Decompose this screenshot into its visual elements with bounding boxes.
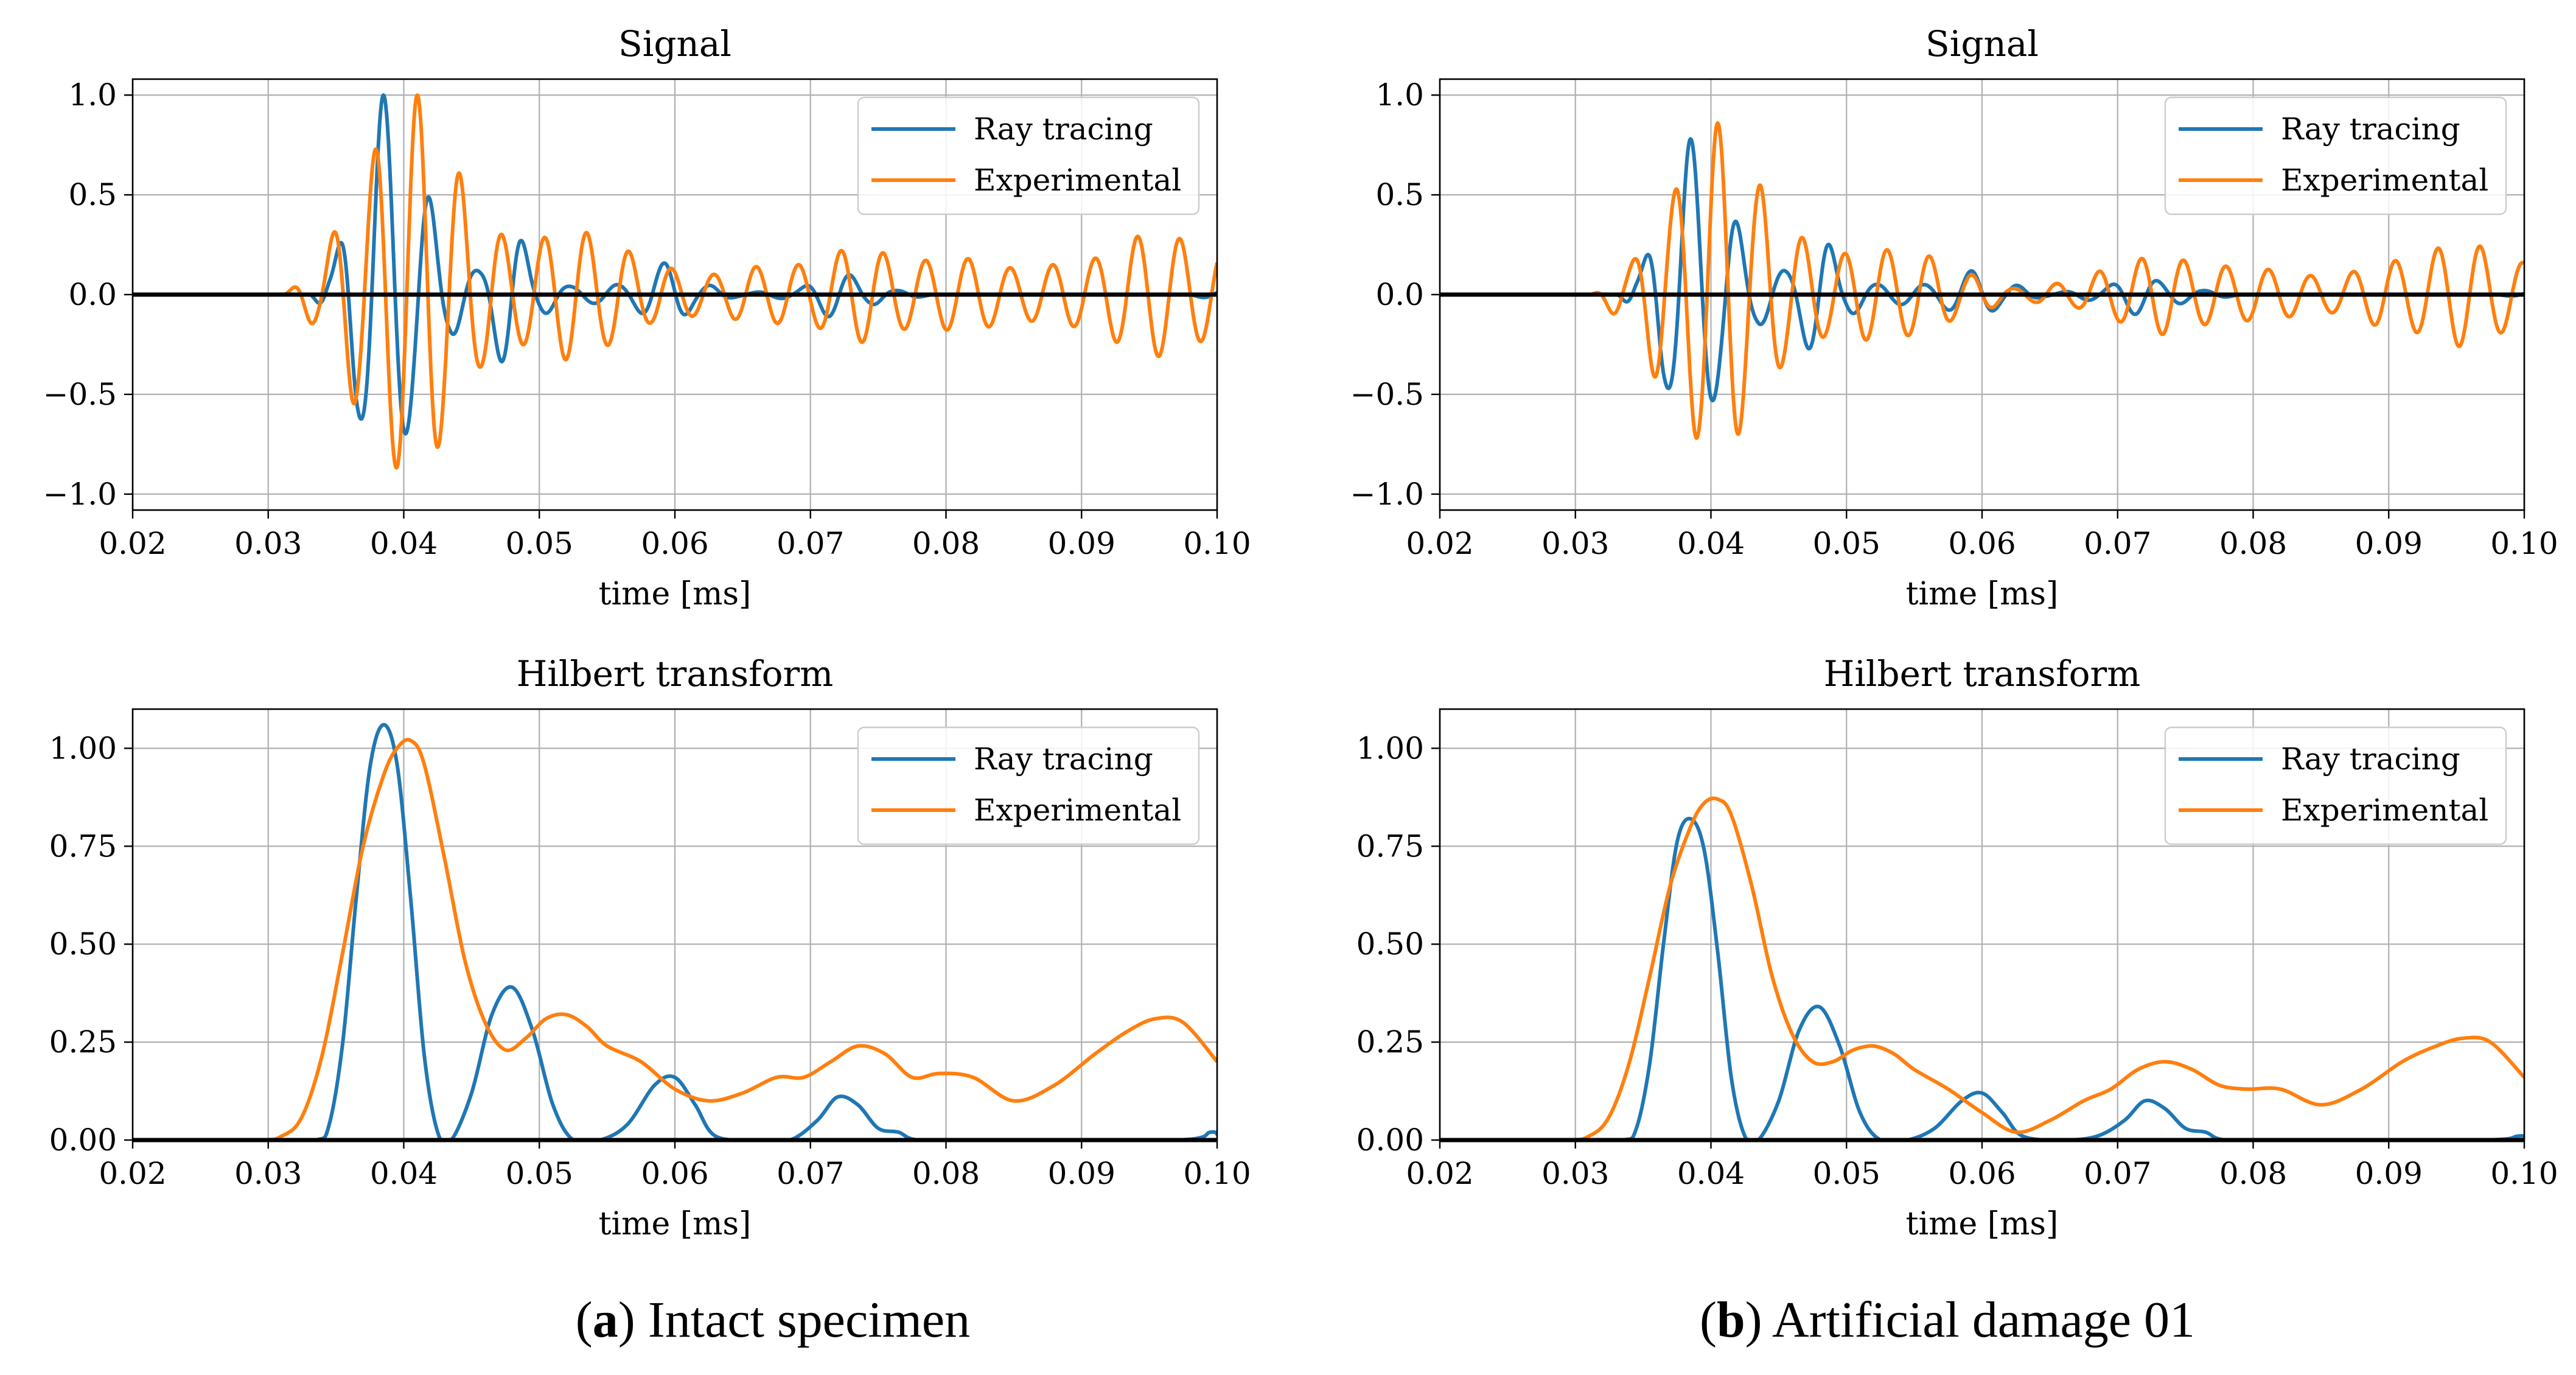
x-tick-label: 0.03 xyxy=(234,526,302,561)
chart-b-hilbert: 0.02 0.03 0.04 0.05 0.06 0.07 0.08 0.09 0.10 0.00… xyxy=(1356,653,2558,1242)
x-tick-label: 0.05 xyxy=(1813,526,1880,561)
x-tick-label: 0.06 xyxy=(1948,526,2016,561)
series-line-experimental xyxy=(133,93,1217,470)
y-tick-label: 0.0 xyxy=(68,277,117,312)
y-tick-label: 0.5 xyxy=(1375,177,1424,212)
x-tick-label: 0.10 xyxy=(2490,526,2558,561)
series-line-experimental xyxy=(133,738,1217,1140)
legend-box xyxy=(857,726,1200,845)
x-tick-label: 0.06 xyxy=(641,526,708,561)
caption-a-letter: a xyxy=(592,1292,618,1348)
x-tick-label: 0.03 xyxy=(1541,1156,1609,1191)
y-tick-label: 0.00 xyxy=(49,1122,117,1158)
y-tick-label: 0.50 xyxy=(49,926,117,962)
x-tick-label: 0.08 xyxy=(2219,526,2287,561)
legend-label-experimental: Experimental xyxy=(974,163,1181,198)
chart-a-signal: 0.02 0.03 0.04 0.05 0.06 0.07 0.08 0.09 0.10 −1.0… xyxy=(43,23,1251,612)
y-tick-label: 0.25 xyxy=(1356,1024,1424,1060)
x-tick-label: 0.09 xyxy=(1048,526,1115,561)
series-group xyxy=(133,722,1217,1140)
caption-a-open: ( xyxy=(575,1292,593,1348)
series-group xyxy=(1440,796,2524,1140)
legend: Ray tracing Experimental xyxy=(2164,726,2507,845)
x-tick-label: 0.02 xyxy=(1406,1156,1473,1191)
x-tick-label: 0.09 xyxy=(1048,1156,1115,1191)
y-tick-label: 0.75 xyxy=(49,828,117,864)
x-tick-label: 0.05 xyxy=(506,526,573,561)
x-tick-label: 0.05 xyxy=(1813,1156,1880,1191)
x-tick-label: 0.07 xyxy=(2084,1156,2151,1191)
chart-title: Hilbert transform xyxy=(1824,653,2140,694)
y-tick-label: 1.0 xyxy=(1375,77,1424,113)
x-tick-label: 0.10 xyxy=(2490,1156,2558,1191)
y-tick-label: 0.25 xyxy=(49,1024,117,1060)
legend: Ray tracing Experimental xyxy=(2164,96,2507,215)
legend-label-experimental: Experimental xyxy=(2281,792,2488,828)
series-line-experimental xyxy=(1440,796,2524,1140)
legend-box xyxy=(2164,96,2507,215)
x-tick-label: 0.09 xyxy=(2355,526,2423,561)
x-tick-label: 0.06 xyxy=(641,1156,708,1191)
x-tick-label: 0.05 xyxy=(506,1156,573,1191)
x-tick-label: 0.07 xyxy=(777,1156,844,1191)
y-tick-label: 0.75 xyxy=(1356,828,1424,864)
x-tick-label: 0.02 xyxy=(99,1156,166,1191)
x-tick-label: 0.03 xyxy=(1541,526,1609,561)
legend-box xyxy=(857,96,1200,215)
caption-b-letter: b xyxy=(1716,1292,1745,1348)
legend-label-experimental: Experimental xyxy=(2281,163,2488,198)
caption-a-text: ) Intact specimen xyxy=(618,1292,971,1348)
legend: Ray tracing Experimental xyxy=(857,96,1200,215)
x-tick-label: 0.07 xyxy=(777,526,844,561)
x-tick-label: 0.04 xyxy=(370,526,438,561)
y-tick-label: 0.5 xyxy=(68,177,117,212)
legend: Ray tracing Experimental xyxy=(857,726,1200,845)
caption-b: (b) Artificial damage 01 xyxy=(1643,1290,2252,1349)
chart-title: Hilbert transform xyxy=(517,653,833,694)
x-axis-label: time [ms] xyxy=(1906,1206,2059,1242)
x-tick-label: 0.10 xyxy=(1183,526,1251,561)
x-tick-label: 0.02 xyxy=(99,526,166,561)
x-tick-label: 0.08 xyxy=(912,1156,980,1191)
x-tick-label: 0.07 xyxy=(2084,526,2151,561)
x-tick-label: 0.10 xyxy=(1183,1156,1251,1191)
x-tick-label: 0.09 xyxy=(2355,1156,2423,1191)
x-tick-label: 0.06 xyxy=(1948,1156,2016,1191)
y-tick-label: 0.0 xyxy=(1375,277,1424,312)
chart-b-signal: 0.02 0.03 0.04 0.05 0.06 0.07 0.08 0.09 0.10 −1.0… xyxy=(1350,23,2558,612)
y-tick-label: 1.00 xyxy=(1356,730,1424,766)
x-tick-label: 0.08 xyxy=(912,526,980,561)
y-tick-label: 0.00 xyxy=(1356,1122,1424,1158)
x-axis-label: time [ms] xyxy=(599,576,752,612)
x-tick-label: 0.08 xyxy=(2219,1156,2287,1191)
caption-b-open: ( xyxy=(1699,1292,1717,1348)
series-line-ray_tracing xyxy=(1440,816,2524,1140)
x-axis-label: time [ms] xyxy=(1906,576,2059,612)
y-tick-label: 0.50 xyxy=(1356,926,1424,962)
y-tick-label: −0.5 xyxy=(1350,377,1424,412)
legend-label-ray_tracing: Ray tracing xyxy=(2281,741,2460,777)
x-tick-label: 0.04 xyxy=(1677,1156,1745,1191)
x-axis-label: time [ms] xyxy=(599,1206,752,1242)
legend-box xyxy=(2164,726,2507,845)
x-tick-label: 0.04 xyxy=(370,1156,438,1191)
y-tick-label: 1.00 xyxy=(49,730,117,766)
caption-b-text: ) Artificial damage 01 xyxy=(1745,1292,2196,1348)
y-tick-label: −1.0 xyxy=(43,477,117,512)
caption-a: (a) Intact specimen xyxy=(499,1290,1047,1349)
chart-title: Signal xyxy=(1925,23,2039,65)
x-tick-label: 0.04 xyxy=(1677,526,1745,561)
chart-a-hilbert: 0.02 0.03 0.04 0.05 0.06 0.07 0.08 0.09 0.10 0.00… xyxy=(49,653,1251,1242)
x-tick-label: 0.02 xyxy=(1406,526,1473,561)
legend-label-experimental: Experimental xyxy=(974,792,1181,828)
legend-label-ray_tracing: Ray tracing xyxy=(974,111,1153,147)
y-tick-label: −0.5 xyxy=(43,377,117,412)
y-tick-label: −1.0 xyxy=(1350,477,1424,512)
y-tick-label: 1.0 xyxy=(68,77,117,113)
chart-title: Signal xyxy=(618,23,731,65)
x-tick-label: 0.03 xyxy=(234,1156,302,1191)
legend-label-ray_tracing: Ray tracing xyxy=(2281,111,2460,147)
legend-label-ray_tracing: Ray tracing xyxy=(974,741,1153,777)
